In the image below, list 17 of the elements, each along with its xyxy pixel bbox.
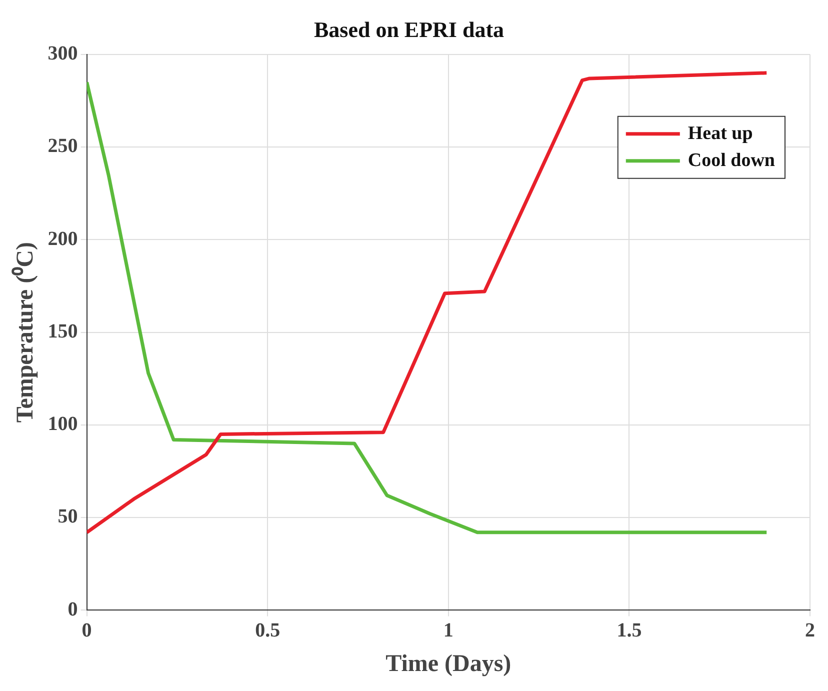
x-tick-label: 1.5 xyxy=(616,619,642,642)
y-tick-label: 200 xyxy=(48,228,78,250)
x-tick-label: 2 xyxy=(805,619,815,642)
y-tick-label: 100 xyxy=(48,413,78,436)
y-tick-label: 50 xyxy=(58,506,78,528)
y-tick-label: 150 xyxy=(48,320,78,342)
legend-label: Cool down xyxy=(688,150,776,171)
legend-label: Heat up xyxy=(688,122,753,144)
x-tick-label: 1 xyxy=(443,619,454,642)
y-tick-label: 300 xyxy=(48,42,78,65)
chart-title: Based on EPRI data xyxy=(314,16,504,42)
x-tick-label: 0.5 xyxy=(255,619,280,642)
x-axis-title: Time (Days) xyxy=(386,650,512,677)
y-tick-label: 0 xyxy=(68,598,78,620)
y-axis-title: Temperature (⁰C) xyxy=(12,242,39,423)
x-tick-label: 0 xyxy=(82,619,92,642)
y-tick-label: 250 xyxy=(48,135,78,158)
